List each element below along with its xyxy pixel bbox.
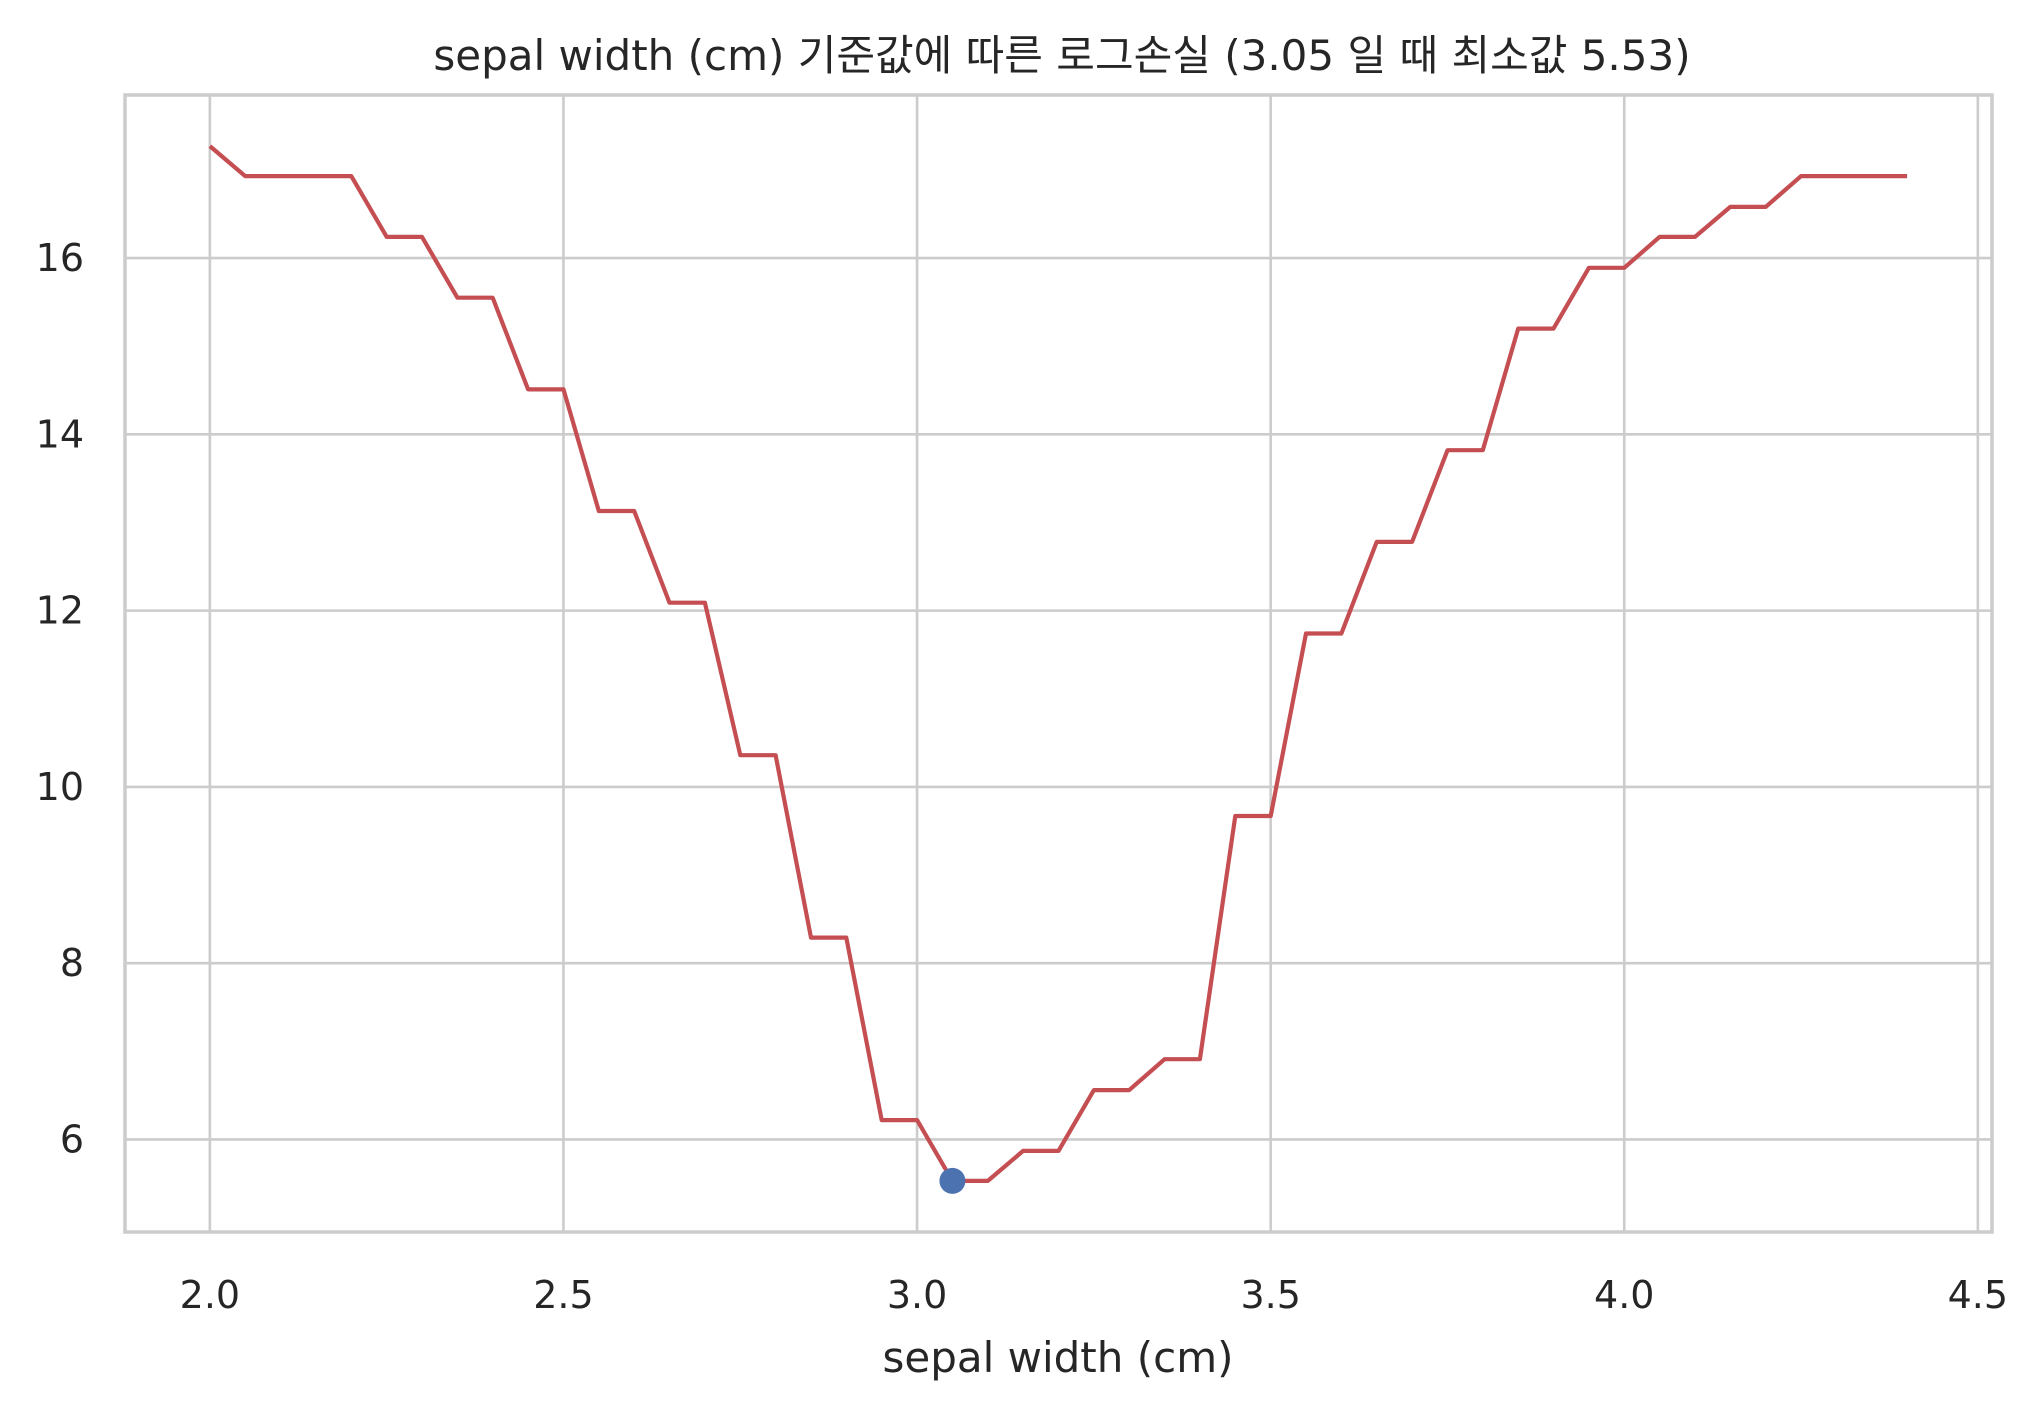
x-tick-label: 4.5: [1948, 1273, 2008, 1317]
y-tick-label: 8: [60, 941, 84, 985]
y-tick-labels: 6 8 10 12 14 16: [36, 236, 84, 1161]
y-tick-label: 6: [60, 1117, 84, 1161]
y-tick-label: 16: [36, 236, 84, 280]
y-tick-label: 14: [36, 412, 84, 456]
x-tick-label: 3.5: [1240, 1273, 1300, 1317]
plot-frame: [123, 93, 1994, 1234]
x-tick-label: 2.0: [180, 1273, 240, 1317]
y-tick-label: 12: [36, 589, 84, 633]
x-tick-label: 4.0: [1594, 1273, 1654, 1317]
log-loss-line: [208, 144, 1908, 1183]
y-grid: [125, 256, 1992, 1141]
x-tick-labels: 2.0 2.5 3.0 3.5 4.0 4.5: [180, 1273, 2008, 1317]
x-axis-label: sepal width (cm): [882, 1333, 1233, 1382]
x-tick-label: 3.0: [887, 1273, 947, 1317]
y-tick-label: 10: [36, 765, 84, 809]
x-tick-label: 2.5: [533, 1273, 593, 1317]
x-grid: [208, 95, 1980, 1232]
minimum-point-marker: [939, 1167, 966, 1194]
chart-title: sepal width (cm) 기준값에 따른 로그손실 (3.05 일 때 …: [433, 31, 1690, 80]
